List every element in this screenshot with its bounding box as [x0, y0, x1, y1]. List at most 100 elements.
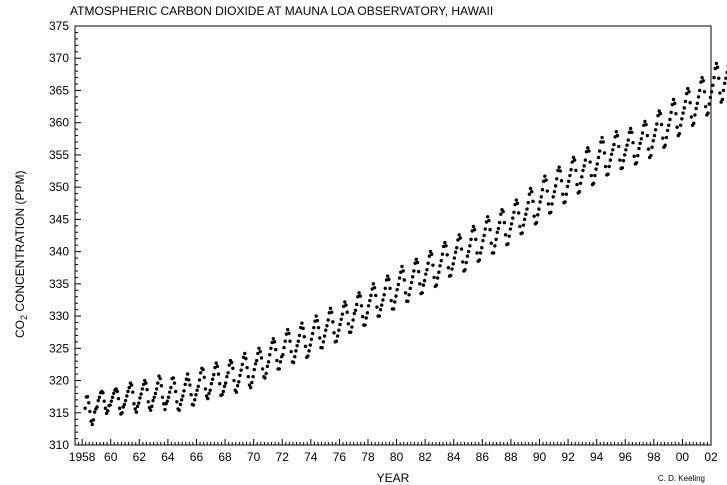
data-point: [216, 372, 221, 376]
data-point: [526, 200, 530, 205]
data-point: [258, 349, 262, 354]
x-axis-label: YEAR: [377, 471, 410, 485]
data-point: [489, 241, 493, 245]
data-point: [388, 286, 392, 291]
data-point: [493, 244, 497, 248]
data-point: [239, 368, 243, 372]
x-tick-label: 60: [104, 450, 118, 464]
data-point: [352, 311, 357, 316]
data-point: [173, 389, 178, 394]
data-point: [509, 222, 514, 226]
data-point: [512, 210, 516, 214]
data-point: [122, 402, 127, 407]
data-point: [178, 402, 183, 407]
data-point: [671, 97, 676, 102]
data-point: [499, 212, 503, 216]
data-point: [514, 198, 518, 202]
data-point: [451, 262, 455, 266]
y-tick-label: 345: [49, 212, 69, 226]
data-point: [674, 111, 678, 116]
data-point: [534, 220, 539, 225]
data-point: [237, 380, 241, 384]
data-point: [283, 339, 287, 343]
data-point: [115, 389, 120, 394]
data-point: [715, 65, 720, 69]
data-point: [659, 122, 664, 127]
data-point: [165, 399, 170, 403]
data-point: [631, 140, 635, 145]
data-point: [432, 275, 436, 280]
data-point: [532, 214, 536, 218]
data-point: [652, 133, 657, 138]
data-point: [501, 209, 505, 214]
data-point: [185, 372, 190, 376]
data-point: [232, 378, 236, 383]
y-tick-label: 310: [49, 438, 69, 452]
data-point: [583, 158, 588, 162]
data-point: [575, 182, 579, 187]
data-point: [289, 349, 293, 354]
data-point: [457, 233, 461, 237]
data-point: [525, 207, 529, 211]
data-point: [528, 186, 533, 191]
data-point: [428, 249, 433, 254]
data-point: [85, 394, 90, 399]
data-point: [709, 90, 714, 94]
data-point: [375, 305, 379, 309]
data-point: [553, 184, 558, 188]
data-point: [163, 407, 167, 412]
data-point: [445, 253, 449, 257]
data-point: [203, 387, 208, 391]
data-point: [123, 398, 128, 403]
data-point: [126, 389, 130, 394]
data-point: [106, 409, 110, 413]
data-point: [663, 143, 667, 147]
data-point: [564, 192, 569, 196]
x-tick-label: 70: [247, 450, 261, 464]
data-point: [295, 344, 299, 348]
data-point: [307, 349, 311, 353]
data-point: [582, 164, 586, 168]
data-point: [422, 278, 427, 283]
data-point: [667, 123, 671, 127]
data-point: [444, 244, 448, 248]
data-point: [544, 178, 548, 182]
data-point: [468, 244, 472, 248]
data-point: [285, 327, 290, 332]
data-point: [687, 90, 691, 94]
chart-title: ATMOSPHERIC CARBON DIOXIDE AT MAUNA LOA …: [70, 4, 493, 18]
data-point: [272, 340, 277, 344]
data-point: [665, 128, 670, 133]
x-tick-label: 02: [704, 450, 718, 464]
data-point: [521, 223, 526, 227]
y-tick-label: 375: [49, 19, 69, 33]
data-point: [102, 399, 106, 403]
data-point: [415, 260, 420, 265]
data-point: [360, 315, 365, 319]
data-point: [488, 227, 492, 232]
data-point: [649, 153, 653, 158]
data-point: [171, 376, 175, 380]
data-point: [394, 294, 398, 298]
data-point: [569, 168, 573, 172]
data-point: [552, 189, 557, 194]
data-point: [371, 282, 376, 286]
data-point: [438, 264, 442, 268]
data-point: [431, 263, 435, 267]
x-tick-label: 68: [218, 450, 232, 464]
data-point: [132, 402, 136, 406]
data-point: [235, 383, 240, 388]
data-point: [668, 117, 672, 122]
data-point: [608, 158, 613, 162]
data-point: [418, 282, 422, 286]
data-point: [446, 266, 451, 270]
data-point: [599, 140, 603, 144]
data-point: [112, 391, 116, 396]
data-point: [628, 126, 633, 131]
data-point: [537, 207, 541, 211]
data-point: [469, 237, 473, 242]
data-point: [372, 286, 377, 290]
data-point: [322, 334, 327, 338]
data-point: [712, 75, 716, 80]
data-point: [159, 383, 164, 388]
